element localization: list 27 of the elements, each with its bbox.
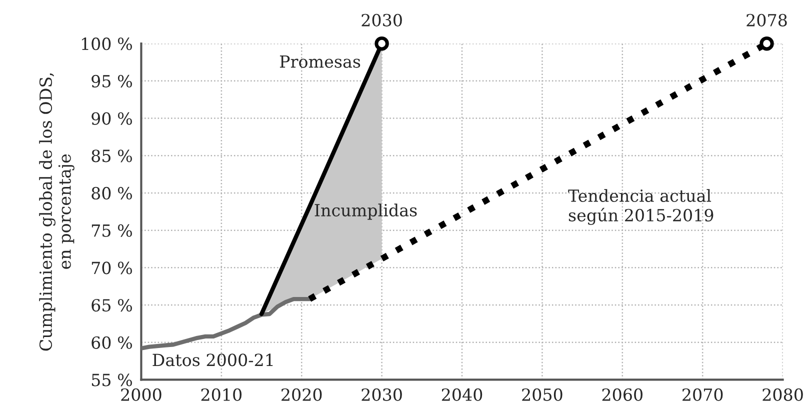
x-tick-label: 2080: [762, 388, 803, 401]
x-tick-label: 2000: [121, 388, 162, 401]
y-tick-label: 65 %: [92, 298, 132, 312]
y-tick-label: 80 %: [92, 186, 132, 200]
annotation: 2078: [746, 14, 787, 26]
series-label: Tendencia actual según 2015-2019: [568, 189, 714, 225]
x-tick-label: 2040: [442, 388, 482, 401]
y-tick-label: 75 %: [92, 224, 132, 237]
line-series: [141, 296, 312, 350]
x-tick-label: 2060: [602, 388, 642, 401]
series-label: Datos 2000-21: [152, 354, 273, 366]
annotation: Incumplidas: [314, 204, 417, 220]
y-tick-label: 95 %: [92, 74, 132, 88]
y-tick-label: 90 %: [92, 112, 132, 125]
annotation: 2030: [362, 14, 402, 26]
y-tick-label: 70 %: [92, 262, 132, 274]
x-tick-label: 2070: [682, 388, 723, 401]
y-tick-label: 100 %: [82, 38, 132, 50]
series-label: Promesas: [280, 55, 360, 68]
y-tick-label: 60 %: [92, 336, 132, 349]
y-tick-label: 85 %: [92, 150, 132, 162]
x-tick-label: 2010: [201, 388, 242, 401]
x-tick-label: 2020: [282, 388, 322, 401]
y-axis-title: Cumplimiento global de los ODS, en porcentaje: [39, 73, 74, 351]
y-tick-label: 55 %: [92, 374, 132, 386]
x-tick-label: 2030: [362, 388, 402, 401]
x-tick-label: 2050: [522, 388, 562, 401]
